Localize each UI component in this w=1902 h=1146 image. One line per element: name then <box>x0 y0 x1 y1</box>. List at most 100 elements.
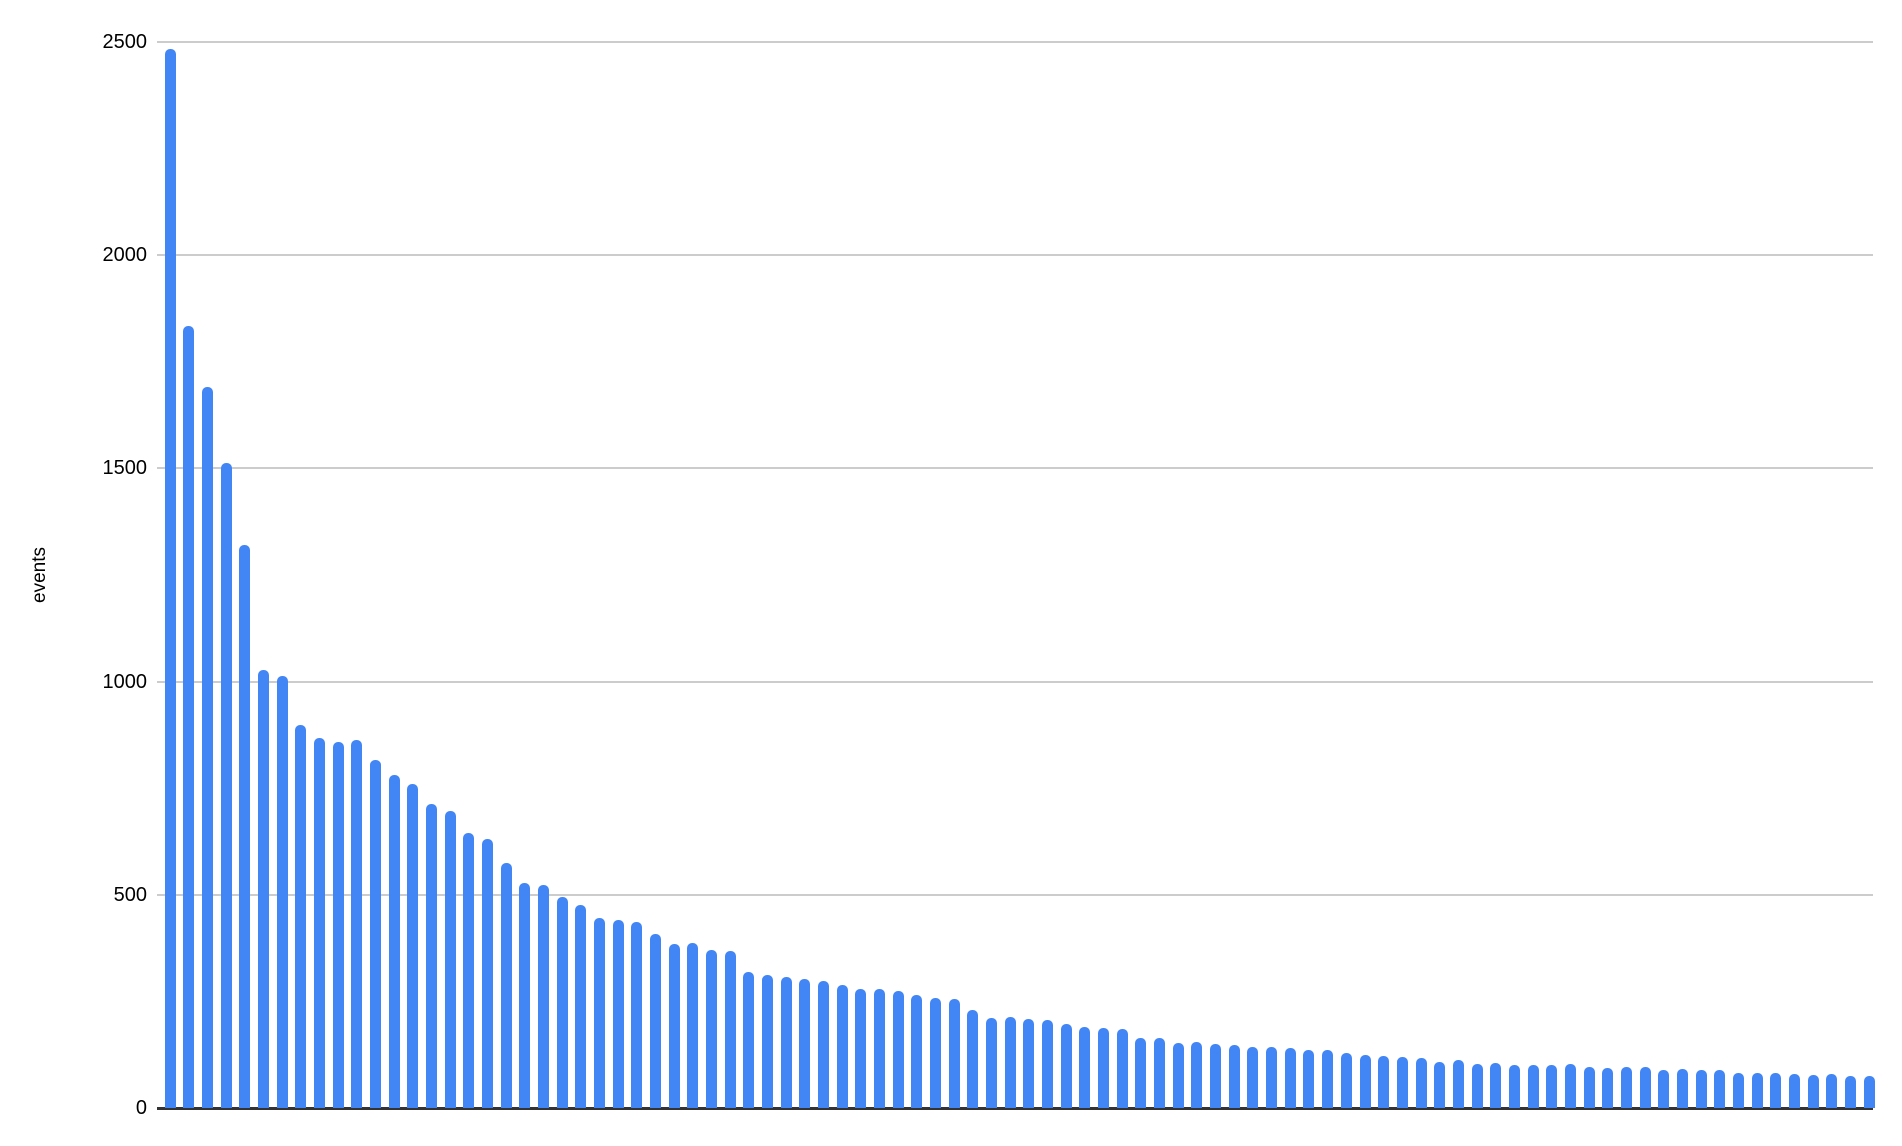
bar-64[interactable] <box>1340 1053 1352 1108</box>
bar-39[interactable] <box>874 989 886 1108</box>
bar-62[interactable] <box>1303 1050 1315 1108</box>
bar-46[interactable] <box>1004 1017 1016 1108</box>
bar-1[interactable] <box>164 49 176 1108</box>
bar-90[interactable] <box>1826 1074 1838 1108</box>
bar-40[interactable] <box>892 991 904 1108</box>
bar-55[interactable] <box>1172 1043 1184 1108</box>
bar-15[interactable] <box>425 804 437 1108</box>
bar-80[interactable] <box>1639 1067 1651 1108</box>
bar-88[interactable] <box>1788 1074 1800 1108</box>
bar-34[interactable] <box>780 977 792 1108</box>
bar-41[interactable] <box>911 995 923 1108</box>
bar-5[interactable] <box>239 545 251 1108</box>
bar-60[interactable] <box>1266 1047 1278 1108</box>
bar-9[interactable] <box>313 738 325 1108</box>
bar-37[interactable] <box>836 985 848 1108</box>
bar-8[interactable] <box>295 725 307 1108</box>
bar-85[interactable] <box>1732 1073 1744 1108</box>
bar-84[interactable] <box>1714 1070 1726 1108</box>
bar-24[interactable] <box>593 918 605 1108</box>
bar-47[interactable] <box>1023 1019 1035 1108</box>
bar-52[interactable] <box>1116 1029 1128 1108</box>
bar-67[interactable] <box>1396 1057 1408 1108</box>
bar-70[interactable] <box>1452 1060 1464 1108</box>
bar-28[interactable] <box>668 944 680 1108</box>
bar-71[interactable] <box>1471 1064 1483 1108</box>
bar-10[interactable] <box>332 742 344 1108</box>
bar-87[interactable] <box>1770 1073 1782 1108</box>
bar-4[interactable] <box>220 463 232 1108</box>
y-tick-label-0: 0 <box>135 1097 147 1119</box>
bar-73[interactable] <box>1508 1065 1520 1108</box>
bar-19[interactable] <box>500 863 512 1108</box>
bar-53[interactable] <box>1135 1038 1147 1108</box>
bar-2[interactable] <box>183 326 195 1108</box>
bar-20[interactable] <box>519 883 531 1108</box>
bar-50[interactable] <box>1079 1027 1091 1108</box>
x-axis-line <box>157 1107 1873 1110</box>
bar-3[interactable] <box>201 387 213 1108</box>
bar-81[interactable] <box>1658 1070 1670 1108</box>
y-tick-label-1500: 1500 <box>102 457 148 479</box>
bar-54[interactable] <box>1154 1038 1166 1108</box>
bar-51[interactable] <box>1098 1028 1110 1108</box>
bar-65[interactable] <box>1359 1055 1371 1108</box>
bar-58[interactable] <box>1228 1045 1240 1108</box>
bar-11[interactable] <box>351 740 363 1108</box>
bar-56[interactable] <box>1191 1042 1203 1108</box>
bar-21[interactable] <box>537 885 549 1108</box>
bar-7[interactable] <box>276 676 288 1108</box>
bar-22[interactable] <box>556 897 568 1108</box>
bar-18[interactable] <box>481 839 493 1108</box>
bar-17[interactable] <box>463 833 475 1108</box>
bar-32[interactable] <box>743 972 755 1108</box>
bar-36[interactable] <box>818 981 830 1108</box>
bar-57[interactable] <box>1210 1044 1222 1108</box>
bar-61[interactable] <box>1284 1048 1296 1108</box>
bar-6[interactable] <box>257 670 269 1108</box>
bar-78[interactable] <box>1602 1068 1614 1108</box>
bar-69[interactable] <box>1434 1062 1446 1108</box>
bar-68[interactable] <box>1415 1058 1427 1108</box>
bar-43[interactable] <box>948 999 960 1108</box>
gridline-2500 <box>157 41 1873 43</box>
bar-44[interactable] <box>967 1010 979 1108</box>
y-tick-label-2500: 2500 <box>102 31 148 53</box>
bar-76[interactable] <box>1564 1064 1576 1108</box>
bar-12[interactable] <box>369 760 381 1108</box>
bar-16[interactable] <box>444 811 456 1108</box>
bar-35[interactable] <box>799 979 811 1108</box>
bar-89[interactable] <box>1807 1075 1819 1108</box>
bar-59[interactable] <box>1247 1047 1259 1108</box>
bar-66[interactable] <box>1378 1056 1390 1108</box>
bar-48[interactable] <box>1042 1020 1054 1108</box>
bar-91[interactable] <box>1844 1076 1856 1108</box>
bar-79[interactable] <box>1620 1067 1632 1108</box>
bar-45[interactable] <box>986 1018 998 1108</box>
bar-49[interactable] <box>1060 1024 1072 1108</box>
bar-92[interactable] <box>1863 1076 1875 1108</box>
y-tick-label-1000: 1000 <box>102 671 148 693</box>
bar-25[interactable] <box>612 920 624 1108</box>
bar-33[interactable] <box>762 975 773 1108</box>
bar-23[interactable] <box>575 905 587 1108</box>
bar-72[interactable] <box>1490 1063 1502 1108</box>
bar-29[interactable] <box>687 943 699 1108</box>
bar-38[interactable] <box>855 989 867 1108</box>
bar-13[interactable] <box>388 775 400 1108</box>
bar-27[interactable] <box>649 934 661 1108</box>
bar-42[interactable] <box>930 998 942 1108</box>
bar-77[interactable] <box>1583 1067 1595 1108</box>
y-tick-label-2000: 2000 <box>102 244 148 266</box>
bar-82[interactable] <box>1676 1069 1688 1108</box>
bar-14[interactable] <box>407 784 419 1108</box>
bar-26[interactable] <box>631 922 643 1108</box>
bar-83[interactable] <box>1695 1070 1707 1108</box>
bar-31[interactable] <box>724 951 736 1108</box>
bar-30[interactable] <box>705 950 717 1108</box>
bar-75[interactable] <box>1546 1065 1558 1108</box>
bar-74[interactable] <box>1527 1065 1539 1108</box>
bar-63[interactable] <box>1322 1050 1334 1108</box>
bar-86[interactable] <box>1751 1073 1763 1108</box>
